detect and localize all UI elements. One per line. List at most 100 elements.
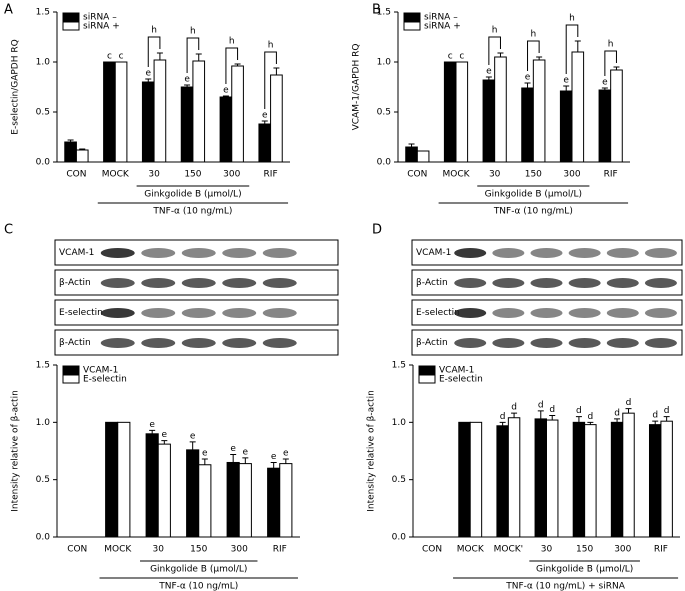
significance-letter: e	[243, 447, 249, 457]
bar	[141, 81, 155, 163]
legend-label: E-selectin	[439, 375, 483, 385]
x-tick-label: 30	[153, 545, 165, 555]
bar	[496, 425, 509, 538]
x-tick-label: 300	[223, 170, 240, 180]
bar	[559, 90, 573, 163]
y-tick-label: 0.0	[392, 533, 407, 543]
error-bar	[536, 56, 543, 60]
y-tick-label: 0.0	[36, 158, 51, 168]
error-bar	[549, 414, 556, 421]
bracket	[147, 36, 161, 67]
legend-swatch	[62, 12, 80, 22]
panel-label: D	[372, 223, 382, 238]
blot-band	[454, 278, 487, 288]
error-bar	[67, 139, 74, 142]
significance-letter: e	[486, 67, 492, 77]
blot-band	[222, 278, 257, 288]
significance-letter: e	[230, 444, 236, 454]
blot-band	[141, 278, 176, 288]
legend-swatch	[403, 12, 421, 22]
blot-label: β-Actin	[59, 338, 91, 348]
blot-band	[100, 248, 135, 258]
panel-label: B	[372, 3, 381, 18]
bar	[532, 59, 546, 163]
bracket	[565, 24, 579, 74]
blot-band	[568, 338, 601, 348]
blot-band	[644, 338, 677, 348]
bracket-label: h	[608, 40, 614, 50]
error-bar	[270, 461, 277, 469]
blot-label: β-Actin	[416, 278, 448, 288]
error-bar	[408, 143, 415, 147]
blot-band	[222, 248, 257, 258]
x-tick-label: 150	[525, 170, 542, 180]
bracket-label: h	[492, 26, 498, 36]
legend-swatch	[418, 365, 436, 375]
group-label: Ginkgolide B (μmol/L)	[144, 190, 241, 200]
x-tick-label: 300	[614, 545, 631, 555]
group-label: TNF-α (10 ng/mL) + siRNA	[505, 582, 625, 591]
blot-band	[181, 338, 216, 348]
panel-label: C	[4, 223, 13, 238]
blot-label: E-selectin	[416, 308, 460, 318]
blot-band	[492, 248, 525, 258]
x-tick-label: RIF	[604, 170, 618, 180]
x-tick-label: MOCK	[104, 545, 132, 555]
blot-band	[141, 308, 176, 318]
error-bar	[242, 457, 249, 464]
bar	[153, 59, 167, 163]
y-axis-label: E-selectin/GAPDH RQ	[11, 39, 21, 134]
significance-letter: e	[271, 452, 277, 462]
blot-band	[222, 338, 257, 348]
group-label: TNF-α (10 ng/mL)	[493, 207, 573, 217]
blot-band	[644, 278, 677, 288]
bar	[610, 69, 623, 163]
group-label: Ginkgolide B (μmol/L)	[485, 190, 582, 200]
blot-band	[454, 248, 487, 258]
significance-letter: d	[549, 405, 555, 415]
bar	[469, 421, 483, 538]
legend-label: siRNA –	[424, 13, 458, 23]
bar	[157, 443, 171, 538]
group-label: Ginkgolide B (μmol/L)	[150, 565, 247, 575]
significance-letter: e	[602, 78, 608, 88]
bar	[405, 146, 418, 163]
bracket	[186, 37, 200, 73]
bar	[443, 61, 457, 163]
error-bar	[497, 52, 504, 57]
bar	[546, 419, 559, 538]
blot-band	[530, 308, 563, 318]
blot-band	[262, 248, 297, 258]
error-bar	[613, 66, 620, 70]
significance-letter: d	[500, 412, 506, 422]
group-label: TNF-α (10 ng/mL)	[152, 207, 232, 217]
bracket-label: h	[268, 41, 274, 51]
blot-band	[141, 338, 176, 348]
y-tick-label: 0.0	[377, 158, 392, 168]
x-tick-label: CON	[422, 545, 442, 555]
bracket-label: h	[151, 26, 157, 36]
blot-band	[222, 308, 257, 318]
error-bar	[189, 441, 196, 450]
bar	[482, 79, 496, 163]
bar	[219, 96, 233, 163]
legend-label: VCAM-1	[439, 366, 474, 376]
significance-letter: d	[538, 400, 544, 410]
y-tick-label: 0.5	[377, 108, 391, 118]
error-bar	[195, 53, 202, 61]
y-tick-label: 1.5	[392, 361, 406, 371]
bar	[105, 421, 119, 538]
bracket	[264, 51, 277, 109]
bar	[117, 421, 131, 538]
y-tick-label: 1.0	[377, 58, 392, 68]
group-label: Ginkgolide B (μmol/L)	[536, 565, 633, 575]
bar	[270, 74, 283, 163]
blot-band	[606, 278, 639, 288]
legend-swatch	[62, 21, 80, 31]
legend-swatch	[62, 374, 80, 384]
significance-letter: e	[283, 449, 289, 459]
significance-letter: e	[223, 86, 229, 96]
significance-letter: c	[459, 52, 464, 62]
significance-letter: d	[664, 406, 670, 416]
legend-label: siRNA –	[83, 13, 117, 23]
